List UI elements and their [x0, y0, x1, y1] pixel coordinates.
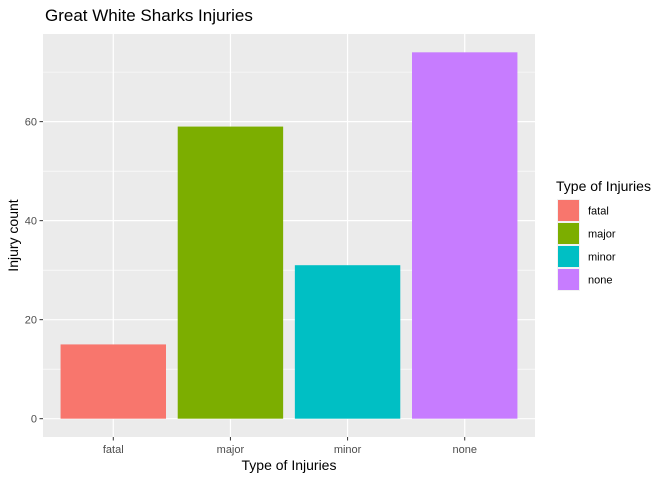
x-tick-label: fatal — [103, 444, 124, 456]
y-tick-label: 0 — [31, 414, 37, 426]
x-tick-label: major — [217, 444, 245, 456]
bar-minor — [294, 265, 401, 419]
y-axis-ticks: 0 20 40 60 — [25, 117, 43, 426]
legend-label: fatal — [588, 206, 609, 218]
legend-keys: fatal major minor none — [557, 199, 616, 291]
y-tick-label: 20 — [25, 315, 37, 327]
legend-swatch-none — [558, 269, 579, 290]
y-tick-label: 60 — [25, 117, 37, 129]
legend: Type of Injuries fatal major minor none — [556, 178, 651, 291]
legend-swatch-fatal — [558, 200, 579, 221]
x-axis-title: Type of Injuries — [242, 457, 337, 473]
x-axis-ticks: fatal major minor none — [103, 437, 477, 456]
bar-none — [412, 52, 518, 419]
legend-title: Type of Injuries — [556, 178, 651, 194]
legend-label: minor — [588, 252, 616, 264]
bars — [60, 52, 518, 419]
bar-fatal — [60, 344, 167, 419]
chart-title: Great White Sharks Injuries — [45, 6, 253, 25]
y-tick-label: 40 — [25, 216, 37, 228]
x-tick-label: none — [452, 444, 476, 456]
legend-label: none — [588, 275, 612, 287]
y-axis-title: Injury count — [5, 199, 21, 271]
x-tick-label: minor — [334, 444, 362, 456]
legend-swatch-minor — [558, 246, 579, 267]
legend-swatch-major — [558, 223, 579, 244]
legend-label: major — [588, 229, 616, 241]
bar-major — [177, 126, 284, 419]
